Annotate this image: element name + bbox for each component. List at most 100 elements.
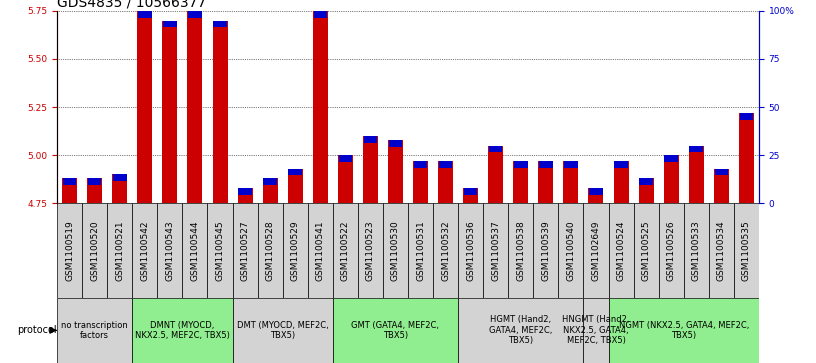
Bar (333, 298, 458, 363)
Bar (162, 20, 177, 203)
Bar (188, 11, 202, 203)
Bar (364, 136, 377, 143)
Bar (463, 188, 477, 195)
Bar (237, 188, 253, 203)
Bar (308, 203, 333, 298)
Text: GSM1100521: GSM1100521 (115, 220, 124, 281)
Bar (213, 20, 227, 27)
Text: GSM1100541: GSM1100541 (316, 220, 325, 281)
Text: GSM1100544: GSM1100544 (190, 220, 199, 281)
Text: GSM1100525: GSM1100525 (641, 220, 650, 281)
Bar (684, 203, 709, 298)
Text: GSM1100539: GSM1100539 (541, 220, 550, 281)
Bar (333, 203, 358, 298)
Bar (57, 298, 132, 363)
Bar (288, 169, 303, 203)
Bar (233, 298, 333, 363)
Text: protocol: protocol (17, 325, 57, 335)
Bar (614, 161, 628, 168)
Bar (639, 178, 653, 185)
Text: GSM1100524: GSM1100524 (617, 220, 626, 281)
Text: GSM1100519: GSM1100519 (65, 220, 74, 281)
Bar (137, 11, 153, 203)
Text: GSM1100520: GSM1100520 (91, 220, 100, 281)
Bar (583, 203, 609, 298)
Bar (433, 203, 458, 298)
Bar (663, 155, 679, 203)
Bar (88, 178, 101, 185)
Text: GSM1100534: GSM1100534 (716, 220, 725, 281)
Text: GSM1100540: GSM1100540 (566, 220, 575, 281)
Bar (87, 178, 102, 203)
Text: GSM1100536: GSM1100536 (466, 220, 475, 281)
Bar (483, 203, 508, 298)
Bar (508, 203, 534, 298)
Bar (715, 169, 728, 175)
Bar (539, 161, 552, 168)
Bar (82, 203, 107, 298)
Text: GSM1100523: GSM1100523 (366, 220, 375, 281)
Text: GSM1100537: GSM1100537 (491, 220, 500, 281)
Bar (313, 11, 328, 203)
Text: GMT (GATA4, MEF2C,
TBX5): GMT (GATA4, MEF2C, TBX5) (352, 321, 440, 340)
Text: DMNT (MYOCD,
NKX2.5, MEF2C, TBX5): DMNT (MYOCD, NKX2.5, MEF2C, TBX5) (135, 321, 230, 340)
Bar (188, 11, 202, 18)
Text: GSM1102649: GSM1102649 (592, 220, 601, 281)
Text: GSM1100527: GSM1100527 (241, 220, 250, 281)
Bar (339, 155, 353, 162)
Bar (563, 161, 579, 203)
Bar (408, 203, 433, 298)
Bar (212, 20, 228, 203)
Bar (183, 203, 207, 298)
Bar (458, 203, 483, 298)
Text: DMT (MYOCD, MEF2C,
TBX5): DMT (MYOCD, MEF2C, TBX5) (237, 321, 329, 340)
Bar (689, 146, 703, 203)
Text: GSM1100533: GSM1100533 (692, 220, 701, 281)
Bar (664, 155, 678, 162)
Bar (534, 203, 558, 298)
Text: GSM1100542: GSM1100542 (140, 220, 149, 281)
Bar (363, 136, 378, 203)
Text: GDS4835 / 10566377: GDS4835 / 10566377 (57, 0, 206, 10)
Bar (583, 298, 609, 363)
Bar (514, 161, 528, 168)
Bar (739, 113, 753, 119)
Bar (62, 178, 78, 203)
Bar (263, 178, 277, 203)
Bar (614, 161, 628, 203)
Bar (633, 203, 659, 298)
Bar (383, 203, 408, 298)
Text: GSM1100530: GSM1100530 (391, 220, 400, 281)
Bar (388, 140, 403, 203)
Text: HNGMT (Hand2,
NKX2.5, GATA4,
MEF2C, TBX5): HNGMT (Hand2, NKX2.5, GATA4, MEF2C, TBX5… (562, 315, 630, 345)
Text: GSM1100543: GSM1100543 (166, 220, 175, 281)
Bar (659, 203, 684, 298)
Bar (639, 178, 654, 203)
Bar (113, 174, 126, 181)
Text: NGMT (NKX2.5, GATA4, MEF2C,
TBX5): NGMT (NKX2.5, GATA4, MEF2C, TBX5) (619, 321, 749, 340)
Bar (738, 113, 754, 203)
Text: HGMT (Hand2,
GATA4, MEF2C,
TBX5): HGMT (Hand2, GATA4, MEF2C, TBX5) (489, 315, 552, 345)
Bar (609, 203, 633, 298)
Bar (414, 161, 428, 168)
Bar (288, 169, 302, 175)
Bar (564, 161, 578, 168)
Bar (709, 203, 734, 298)
Bar (163, 20, 177, 27)
Bar (588, 188, 604, 203)
Bar (714, 169, 729, 203)
Bar (358, 203, 383, 298)
Text: GSM1100538: GSM1100538 (517, 220, 526, 281)
Bar (489, 146, 503, 152)
Bar (438, 161, 453, 203)
Bar (233, 203, 258, 298)
Bar (589, 188, 603, 195)
Text: no transcription
factors: no transcription factors (61, 321, 128, 340)
Bar (488, 146, 503, 203)
Text: GSM1100545: GSM1100545 (215, 220, 224, 281)
Text: GSM1100526: GSM1100526 (667, 220, 676, 281)
Bar (609, 298, 759, 363)
Bar (132, 298, 233, 363)
Bar (463, 188, 478, 203)
Bar (63, 178, 77, 185)
